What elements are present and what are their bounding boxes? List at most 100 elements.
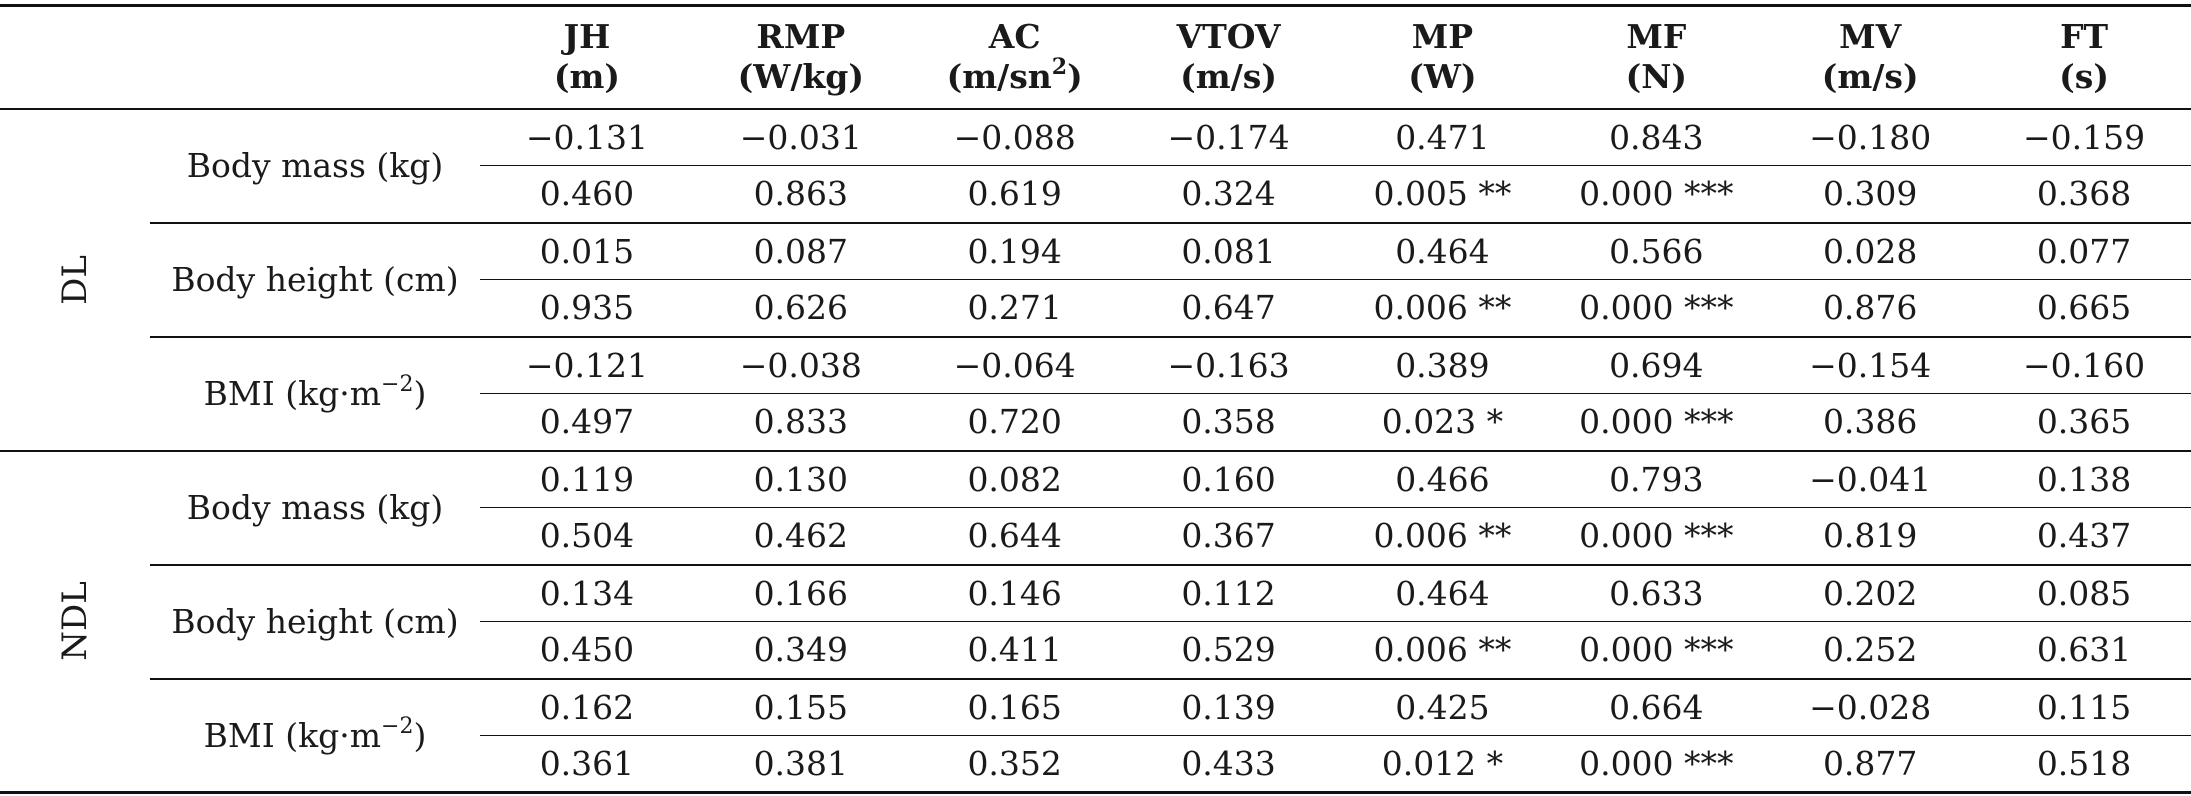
table-row: 0.460 0.863 0.619 0.324 0.005 ** 0.000 *** 0.3… [0, 165, 2191, 223]
variable-text: BMI (kg·m [203, 715, 382, 755]
table-row: Body height (cm) 0.134 0.166 0.146 0.112 0.46… [0, 563, 2191, 679]
p-value: 0.000 *** [1549, 279, 1764, 337]
table-row: 0.497 0.833 0.720 0.358 0.023 * 0.000 *** 0.38… [0, 393, 2191, 451]
correlation-value: 0.146 [907, 563, 1122, 622]
p-value: 0.665 [1977, 279, 2191, 337]
p-value: 0.358 [1121, 393, 1336, 451]
correlation-value: 0.389 [1335, 335, 1550, 394]
correlation-value: 0.160 [1121, 449, 1336, 508]
p-value: 0.647 [1121, 279, 1336, 337]
p-value: 0.386 [1763, 393, 1978, 451]
correlation-value: 0.162 [480, 677, 694, 736]
correlation-value: 0.664 [1549, 677, 1764, 736]
correlation-value: −0.131 [525, 117, 648, 157]
column-unit: (m) [553, 57, 621, 97]
p-value: 0.006 ** [1335, 279, 1550, 337]
p-value: 0.460 [480, 165, 694, 223]
p-value: 0.000 *** [1549, 393, 1764, 451]
variable-text: BMI (kg·m [203, 374, 382, 413]
p-value: 0.876 [1763, 279, 1978, 337]
correlation-value: 0.694 [1549, 335, 1764, 394]
column-name: MV [1839, 17, 1902, 57]
variable-text: Body mass (kg) [186, 146, 444, 185]
correlation-value: −0.028 [1763, 677, 1978, 736]
p-value: 0.000 *** [1549, 735, 1764, 794]
column-header: AC (m/sn2) [907, 4, 1122, 110]
correlation-value: 0.138 [1977, 449, 2191, 508]
p-value: 0.365 [1977, 393, 2191, 451]
header-corner-group [0, 4, 150, 110]
column-unit-superscript: 2 [1051, 54, 1068, 81]
variable-label: BMI (kg·m−2) [150, 677, 480, 794]
table-row: DL Body mass (kg) −0.131 −0.031 −0.088 −0.174… [0, 108, 2191, 452]
variable-text: Body height (cm) [171, 602, 459, 641]
table-body: DL Body mass (kg) −0.131 −0.031 −0.088 −0.174… [0, 108, 2191, 794]
p-value: 0.877 [1763, 735, 1978, 794]
column-unit-text: (m/sn [946, 57, 1052, 97]
column-name: MF [1626, 17, 1687, 57]
variable-label: Body height (cm) [150, 563, 480, 679]
p-value: 0.497 [480, 393, 694, 451]
p-value: 0.000 *** [1549, 621, 1764, 679]
variable-superscript: −2 [381, 713, 414, 739]
column-name: FT [2060, 17, 2109, 57]
table-row: 0.935 0.626 0.271 0.647 0.006 ** 0.000 *** 0.8… [0, 279, 2191, 337]
p-value: 0.504 [480, 507, 694, 565]
column-name: JH [563, 17, 611, 57]
column-header: FT (s) [1977, 4, 2191, 110]
column-header: MV (m/s) [1763, 4, 1978, 110]
p-value: 0.619 [907, 165, 1122, 223]
p-value: 0.819 [1763, 507, 1978, 565]
column-header: JH (m) [480, 4, 694, 110]
correlation-value: 0.081 [1121, 221, 1336, 280]
group-label: DL [55, 254, 95, 305]
correlation-value: 0.134 [480, 563, 694, 622]
column-unit: (s) [2059, 57, 2109, 97]
p-value: 0.644 [907, 507, 1122, 565]
correlation-value: −0.154 [1763, 335, 1978, 394]
correlation-value: 0.112 [1121, 563, 1336, 622]
p-value: 0.518 [1977, 735, 2191, 794]
correlation-value: 0.155 [693, 677, 908, 736]
p-value: 0.349 [693, 621, 908, 679]
p-value: 0.252 [1763, 621, 1978, 679]
correlation-value: −0.163 [1121, 335, 1336, 394]
correlation-value: −0.160 [1977, 335, 2191, 394]
column-unit: (W) [1408, 57, 1477, 97]
variable-superscript: −2 [381, 372, 414, 397]
correlation-value: 0.425 [1335, 677, 1550, 736]
p-value: 0.626 [693, 279, 908, 337]
correlation-value: 0.471 [1395, 117, 1490, 157]
header-corner-variable [150, 4, 480, 110]
column-unit: (m/s) [1821, 57, 1919, 97]
correlation-value: 0.082 [907, 449, 1122, 508]
table-row: Body height (cm) 0.015 0.087 0.194 0.081 0.46… [0, 221, 2191, 337]
column-unit: (m/sn2) [908, 54, 1122, 97]
variable-label: Body height (cm) [150, 221, 480, 337]
column-header: RMP (W/kg) [693, 4, 908, 110]
correlation-value: −0.041 [1763, 449, 1978, 508]
p-value: 0.437 [1977, 507, 2191, 565]
p-value: 0.720 [907, 393, 1122, 451]
correlation-value: −0.174 [1167, 117, 1290, 157]
p-value: 0.012 * [1335, 735, 1550, 794]
column-unit: (N) [1625, 57, 1688, 97]
correlation-value: 0.793 [1549, 449, 1764, 508]
correlation-value: 0.466 [1335, 449, 1550, 508]
table-header: JH (m) RMP (W/kg) AC (m/sn2) VTOV (m/s) MP (W) MF(… [0, 4, 2191, 110]
p-value: 0.529 [1121, 621, 1336, 679]
column-header: MF (N) [1549, 4, 1764, 110]
variable-text: Body mass (kg) [186, 488, 444, 527]
p-value: 0.450 [480, 621, 694, 679]
correlation-value: 0.464 [1335, 221, 1550, 280]
table-row: 0.450 0.349 0.411 0.529 0.006 ** 0.000 *** 0.2… [0, 621, 2191, 679]
p-value: 0.411 [907, 621, 1122, 679]
column-name: AC [988, 17, 1041, 57]
correlation-value: 0.633 [1549, 563, 1764, 622]
p-value: 0.271 [907, 279, 1122, 337]
correlation-value: −0.159 [2023, 117, 2146, 157]
p-value: 0.006 ** [1335, 621, 1550, 679]
p-value: 0.935 [480, 279, 694, 337]
column-unit: (W/kg) [737, 57, 864, 97]
